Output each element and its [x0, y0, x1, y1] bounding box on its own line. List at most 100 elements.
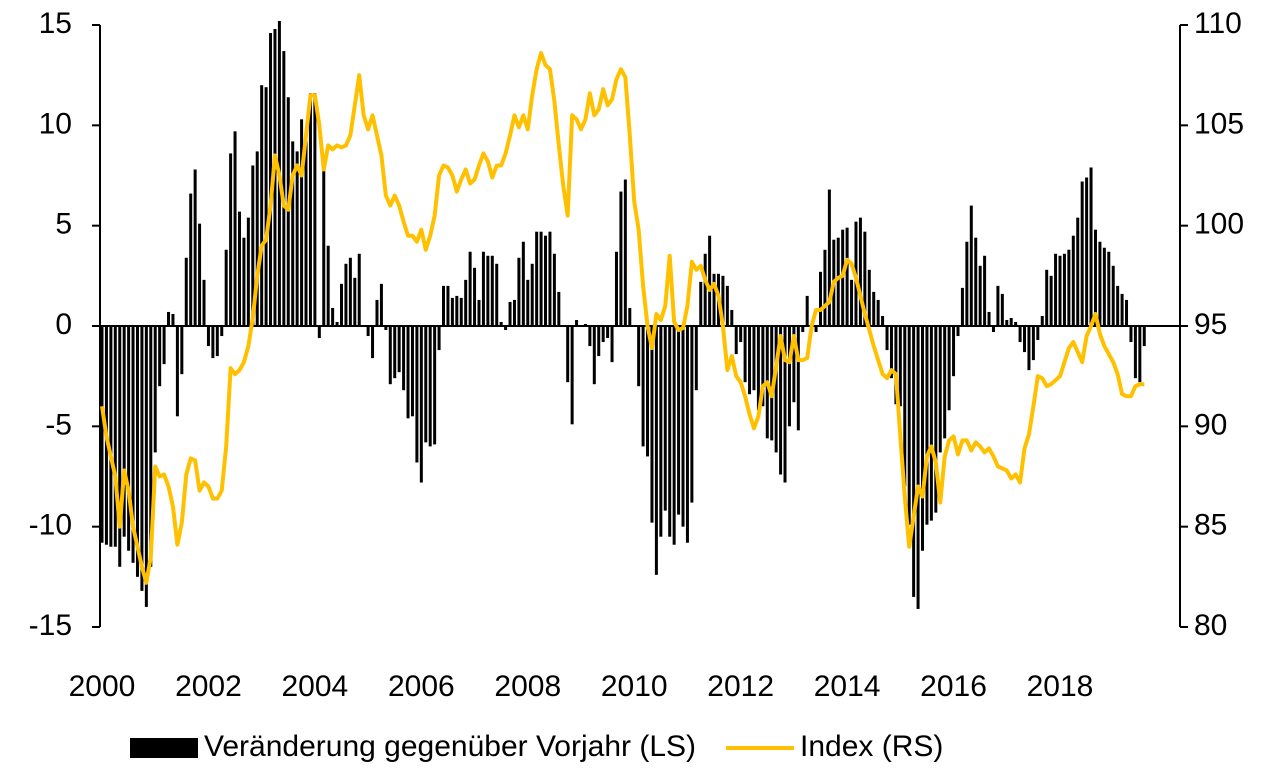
bar	[912, 326, 916, 597]
bar	[1005, 319, 1009, 326]
y2-tick-label: 90	[1194, 408, 1227, 441]
bar	[1107, 251, 1111, 326]
x-tick-label: 2014	[814, 670, 881, 703]
bar	[801, 326, 805, 333]
bar	[300, 119, 304, 327]
bar	[641, 326, 645, 447]
bar	[694, 326, 698, 391]
bar	[366, 326, 370, 337]
bar	[575, 319, 579, 326]
bar	[1076, 217, 1080, 326]
bar	[1031, 326, 1035, 361]
bar	[162, 326, 166, 365]
bar	[260, 85, 264, 326]
bar	[109, 326, 113, 547]
bar	[229, 153, 233, 326]
x-tick-label: 2008	[494, 670, 561, 703]
bar	[779, 326, 783, 475]
bar	[428, 326, 432, 447]
bar	[326, 245, 330, 326]
bar	[903, 326, 907, 487]
bar	[597, 326, 601, 357]
bar	[1133, 326, 1137, 379]
bar	[921, 326, 925, 551]
bar	[406, 326, 410, 419]
bar	[308, 93, 312, 326]
bar	[100, 326, 104, 543]
bar	[455, 295, 459, 326]
x-tick-label: 2012	[707, 670, 774, 703]
bar	[433, 326, 437, 445]
bar	[756, 326, 760, 411]
bar	[127, 326, 131, 551]
bar	[473, 267, 477, 326]
bar	[1018, 326, 1022, 343]
bar	[215, 326, 219, 357]
bar	[969, 205, 973, 326]
bar	[965, 241, 969, 326]
bar	[353, 277, 357, 326]
bar	[1000, 293, 1004, 326]
bar	[317, 326, 321, 339]
bar	[1080, 181, 1084, 326]
bar	[131, 326, 135, 563]
bar	[1067, 249, 1071, 326]
bar	[255, 151, 259, 326]
bar	[144, 326, 148, 607]
bar	[566, 326, 570, 383]
bar	[725, 285, 729, 326]
bar	[304, 131, 308, 326]
bar	[521, 241, 525, 326]
bar	[739, 326, 743, 343]
bar	[410, 326, 414, 417]
bar	[295, 151, 299, 326]
bar	[659, 326, 663, 537]
bar	[827, 189, 831, 326]
x-tick-label: 2002	[175, 670, 242, 703]
bar	[974, 237, 978, 326]
bar	[331, 307, 335, 326]
bar	[544, 235, 548, 326]
bar	[189, 193, 193, 326]
bar	[606, 326, 610, 339]
bar	[761, 326, 765, 407]
bar	[246, 217, 250, 326]
bar	[1098, 241, 1102, 326]
bar	[450, 297, 454, 326]
bar	[1142, 326, 1146, 347]
bar	[446, 285, 450, 326]
bar	[486, 255, 490, 326]
bar	[703, 253, 707, 326]
bar	[663, 326, 667, 511]
bar	[699, 281, 703, 326]
x-tick-label: 2000	[69, 670, 136, 703]
bar	[1093, 229, 1097, 326]
bar	[960, 287, 964, 326]
bar	[876, 299, 880, 326]
bar	[135, 326, 139, 577]
bar	[898, 326, 902, 407]
bar	[1058, 255, 1062, 326]
bar	[437, 326, 441, 351]
bar	[654, 326, 658, 575]
bar	[153, 326, 157, 453]
bar	[752, 326, 756, 391]
bar	[601, 326, 605, 343]
bar	[237, 211, 241, 326]
bar	[481, 251, 485, 326]
bar	[619, 191, 623, 326]
bar	[322, 167, 326, 326]
y2-tick-label: 80	[1194, 609, 1227, 642]
legend-label: Index (RS)	[800, 730, 943, 763]
bar	[224, 249, 228, 326]
bar	[393, 326, 397, 379]
bar	[952, 326, 956, 377]
bar	[1045, 269, 1049, 326]
y2-tick-label: 105	[1194, 107, 1244, 140]
bar	[712, 273, 716, 326]
y2-tick-label: 85	[1194, 509, 1227, 542]
bar	[637, 326, 641, 387]
y-tick-label: -5	[45, 408, 72, 441]
bar	[193, 169, 197, 326]
bar	[690, 326, 694, 503]
